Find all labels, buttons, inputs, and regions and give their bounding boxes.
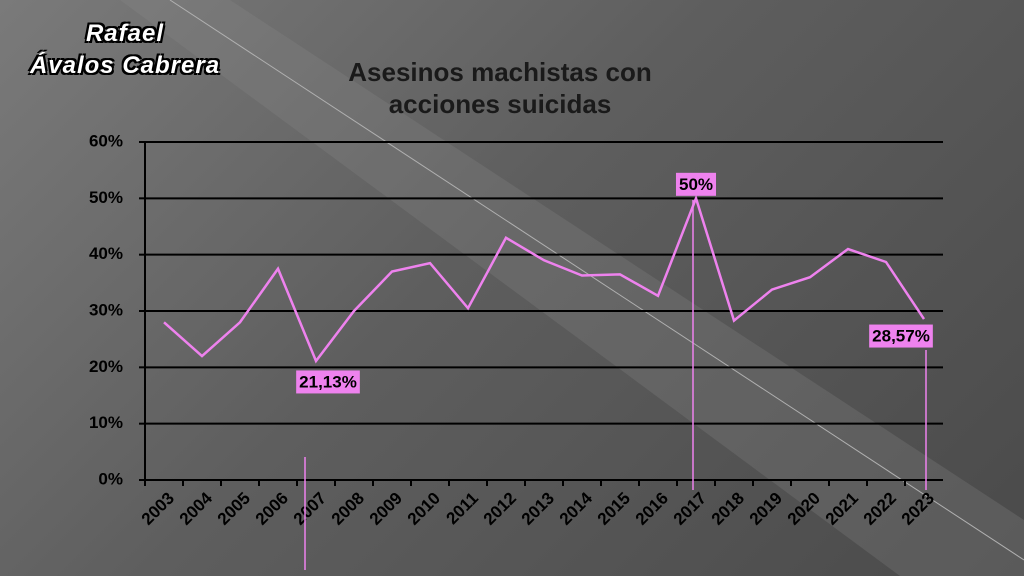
y-tick-label: 60% (89, 131, 123, 150)
x-tick-label: 2013 (518, 489, 558, 529)
data-line (163, 194, 926, 364)
y-tick-label: 50% (89, 188, 123, 207)
value-label: 50% (679, 175, 713, 194)
x-tick-label: 2014 (556, 488, 597, 529)
value-label: 28,57% (872, 327, 930, 346)
author-line: Ávalos Cabrera (29, 52, 221, 79)
value-label-box (675, 172, 717, 196)
value-label-group: 21,13% (296, 370, 360, 394)
y-tick-label: 30% (89, 300, 123, 319)
x-tick-label: 2015 (594, 489, 634, 529)
x-tick-label: 2007 (290, 489, 330, 529)
background-line (169, 0, 1024, 561)
author-line: Rafael (85, 20, 165, 47)
y-tick-label: 40% (89, 244, 123, 263)
background-stripe (120, 0, 1024, 576)
value-label-box (869, 324, 933, 348)
y-tick-label: 10% (89, 413, 123, 432)
x-tick-label: 2010 (404, 489, 444, 529)
x-tick-label: 2018 (708, 489, 748, 529)
x-tick-label: 2004 (176, 488, 217, 529)
x-tick-label: 2009 (366, 489, 406, 529)
value-label-group: 28,57% (869, 324, 933, 348)
x-tick-label: 2016 (632, 489, 672, 529)
chart-title: Asesinos machistas con acciones suicidas (348, 57, 652, 119)
x-tick-label: 2008 (328, 489, 368, 529)
value-label: 21,13% (299, 372, 357, 391)
x-tick-label: 2006 (252, 489, 292, 529)
x-tick-label: 2003 (138, 489, 178, 529)
y-tick-label: 0% (98, 469, 123, 488)
x-tick-label: 2005 (214, 489, 254, 529)
y-tick-label: 20% (89, 357, 123, 376)
author: Rafael Ávalos Cabrera (10, 18, 240, 82)
x-tick-label: 2017 (670, 489, 710, 529)
x-tick-label: 2012 (480, 489, 520, 529)
x-tick-label: 2011 (442, 489, 482, 529)
x-tick-label: 2019 (746, 489, 786, 529)
value-label-box (296, 370, 360, 394)
value-label-group: 50% (675, 172, 717, 196)
